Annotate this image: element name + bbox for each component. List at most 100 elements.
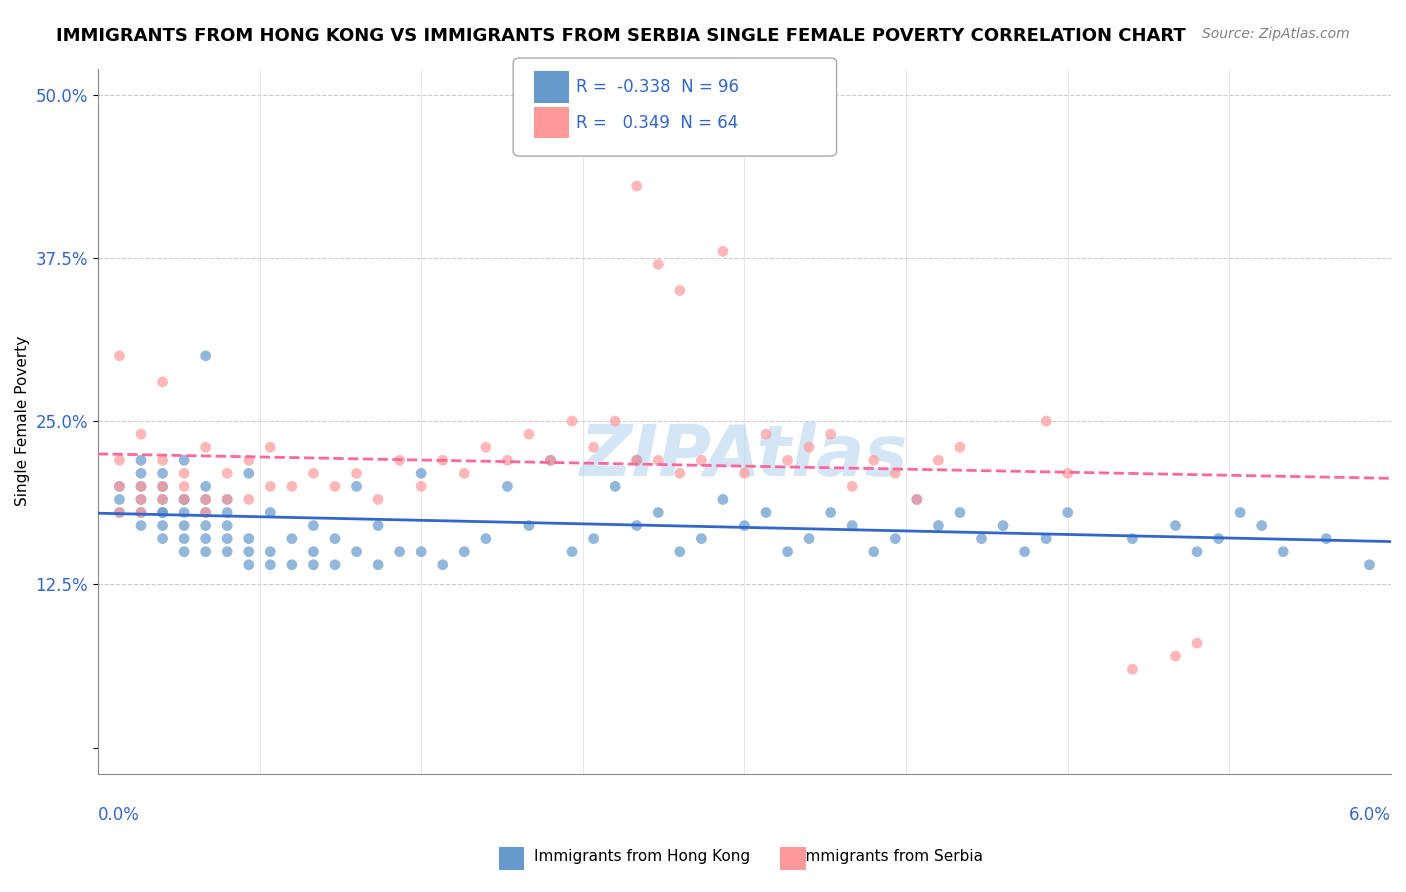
Point	[432, 453, 454, 467]
Point	[884, 532, 907, 546]
Point	[841, 518, 863, 533]
Point	[626, 179, 648, 194]
Text: R =  -0.338  N = 96: R = -0.338 N = 96	[576, 78, 740, 96]
Point	[1272, 544, 1295, 558]
Point	[626, 453, 648, 467]
Point	[668, 467, 690, 481]
Point	[711, 244, 734, 259]
Point	[776, 544, 799, 558]
Point	[129, 427, 152, 442]
Point	[173, 492, 195, 507]
Point	[905, 492, 928, 507]
Point	[152, 492, 174, 507]
Point	[820, 427, 842, 442]
Point	[194, 544, 217, 558]
Text: IMMIGRANTS FROM HONG KONG VS IMMIGRANTS FROM SERBIA SINGLE FEMALE POVERTY CORREL: IMMIGRANTS FROM HONG KONG VS IMMIGRANTS …	[56, 27, 1187, 45]
Point	[302, 467, 325, 481]
Point	[152, 467, 174, 481]
Point	[927, 518, 949, 533]
Point	[991, 518, 1014, 533]
Point	[173, 479, 195, 493]
Point	[1014, 544, 1036, 558]
Point	[194, 532, 217, 546]
Point	[411, 467, 433, 481]
Point	[388, 453, 411, 467]
Point	[733, 518, 755, 533]
Point	[496, 479, 519, 493]
Point	[194, 492, 217, 507]
Point	[797, 440, 820, 454]
Point	[668, 544, 690, 558]
Point	[217, 467, 239, 481]
Point	[411, 544, 433, 558]
Point	[152, 479, 174, 493]
Point	[1056, 467, 1078, 481]
Point	[1250, 518, 1272, 533]
Point	[129, 506, 152, 520]
Text: 6.0%: 6.0%	[1350, 806, 1391, 824]
Point	[346, 467, 368, 481]
Point	[582, 532, 605, 546]
Point	[1121, 662, 1143, 676]
Point	[453, 544, 475, 558]
Point	[108, 349, 131, 363]
Point	[927, 453, 949, 467]
Point	[755, 427, 778, 442]
Point	[194, 506, 217, 520]
Point	[259, 544, 281, 558]
Point	[194, 506, 217, 520]
Point	[152, 506, 174, 520]
Point	[217, 532, 239, 546]
Point	[281, 558, 304, 572]
Point	[152, 518, 174, 533]
Point	[862, 544, 884, 558]
Point	[194, 440, 217, 454]
Point	[194, 492, 217, 507]
Point	[540, 453, 562, 467]
Text: Source: ZipAtlas.com: Source: ZipAtlas.com	[1202, 27, 1350, 41]
Point	[949, 506, 972, 520]
Point	[453, 467, 475, 481]
Point	[626, 518, 648, 533]
Point	[173, 453, 195, 467]
Point	[668, 284, 690, 298]
Point	[820, 506, 842, 520]
Point	[281, 479, 304, 493]
Text: Immigrants from Hong Kong: Immigrants from Hong Kong	[534, 849, 751, 863]
Point	[346, 479, 368, 493]
Point	[733, 467, 755, 481]
Point	[647, 453, 669, 467]
Point	[626, 453, 648, 467]
Point	[367, 492, 389, 507]
Point	[129, 479, 152, 493]
Point	[302, 544, 325, 558]
Point	[884, 467, 907, 481]
Point	[367, 558, 389, 572]
Point	[411, 479, 433, 493]
Point	[1358, 558, 1381, 572]
Text: Immigrants from Serbia: Immigrants from Serbia	[801, 849, 983, 863]
Point	[1164, 649, 1187, 664]
Point	[173, 467, 195, 481]
Point	[108, 479, 131, 493]
Point	[152, 375, 174, 389]
Point	[517, 427, 540, 442]
Point	[152, 492, 174, 507]
Point	[1121, 532, 1143, 546]
Point	[905, 492, 928, 507]
Point	[302, 518, 325, 533]
Point	[475, 532, 498, 546]
Point	[129, 492, 152, 507]
Point	[129, 479, 152, 493]
Point	[217, 518, 239, 533]
Point	[217, 544, 239, 558]
Point	[605, 414, 627, 428]
Point	[1035, 414, 1057, 428]
Point	[238, 453, 260, 467]
Point	[1056, 506, 1078, 520]
Point	[152, 479, 174, 493]
Point	[173, 532, 195, 546]
Point	[108, 453, 131, 467]
Point	[540, 453, 562, 467]
Y-axis label: Single Female Poverty: Single Female Poverty	[15, 336, 30, 507]
